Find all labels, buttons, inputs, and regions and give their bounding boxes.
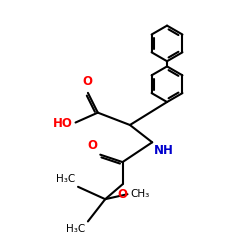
Text: NH: NH <box>154 144 174 157</box>
Text: H₃C: H₃C <box>66 224 86 234</box>
Text: CH₃: CH₃ <box>130 189 149 199</box>
Text: O: O <box>118 188 128 201</box>
Text: H₃C: H₃C <box>56 174 76 184</box>
Text: O: O <box>82 76 92 88</box>
Text: HO: HO <box>53 116 72 130</box>
Text: O: O <box>88 139 98 152</box>
